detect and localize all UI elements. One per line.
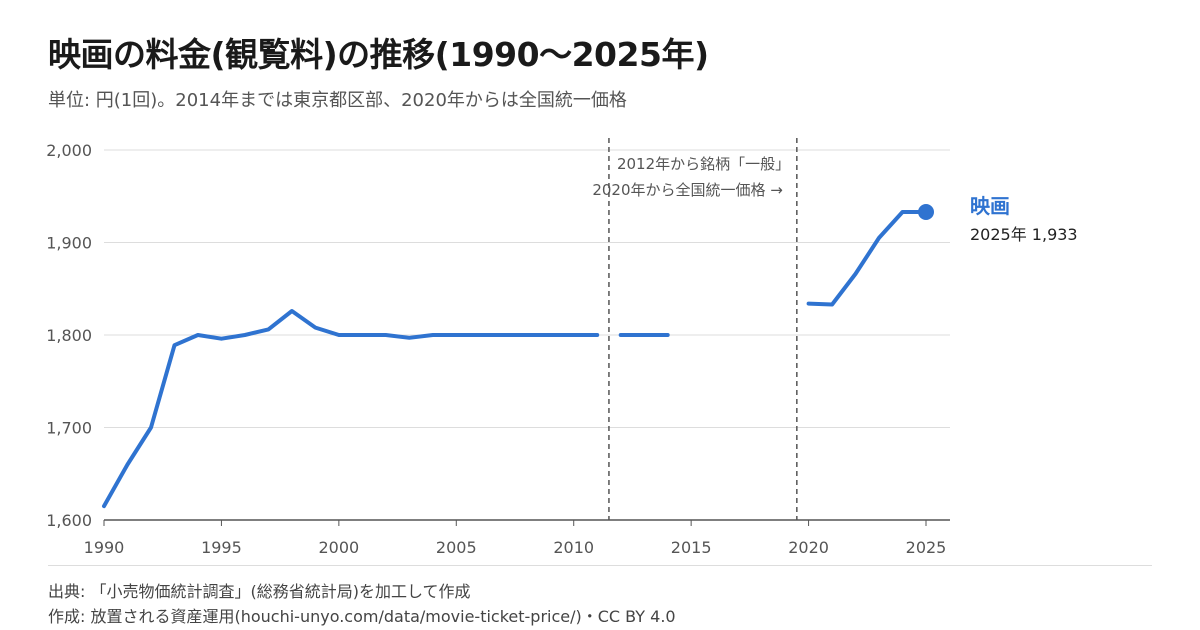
x-tick-label: 2025 <box>906 538 947 557</box>
series-lines <box>102 203 934 509</box>
line-chart: 2012年から銘柄「一般」2020年から全国統一価格 → 1,6001,7001… <box>46 138 1078 557</box>
chart-title: 映画の料金(観覧料)の推移(1990〜2025年) <box>48 35 709 74</box>
series-line <box>806 210 928 307</box>
x-tick-label: 2005 <box>436 538 477 557</box>
annotations: 2012年から銘柄「一般」 2020年から全国統一価格 → <box>592 138 798 520</box>
y-tick-label: 1,600 <box>46 511 92 530</box>
chart-subtitle: 単位: 円(1回)。2014年までは東京都区部、2020年からは全国統一価格 <box>48 90 627 111</box>
x-tick-label: 2000 <box>318 538 359 557</box>
y-tick-label: 1,700 <box>46 419 92 438</box>
x-tick-label: 2020 <box>788 538 829 557</box>
series-end-point <box>918 203 934 220</box>
grid-lines <box>103 149 950 526</box>
y-tick-label: 1,800 <box>46 326 92 345</box>
x-tick-label: 2010 <box>553 538 594 557</box>
annotation-label: 2020年から全国統一価格 → <box>592 181 783 199</box>
labels: 1,600 1,700 1,800 1,900 2,000 1990 1995 2000 200… <box>46 141 1077 557</box>
x-tick-label: 1990 <box>84 538 125 557</box>
series-line <box>102 309 600 509</box>
x-tick-label: 2015 <box>671 538 712 557</box>
annotation-label: 2012年から銘柄「一般」 <box>617 155 790 173</box>
y-tick-label: 2,000 <box>46 141 92 160</box>
x-tick-label: 1995 <box>201 538 242 557</box>
y-tick-label: 1,900 <box>46 234 92 253</box>
footer-divider <box>48 565 1152 566</box>
series-end-value-label: 2025年 1,933 <box>970 225 1078 244</box>
credit-note: 作成: 放置される資産運用(houchi-unyo.com/data/movie… <box>48 607 676 626</box>
series-name-label: 映画 <box>970 194 1010 218</box>
source-note: 出典: 「小売物価統計調査」(総務省統計局)を加工して作成 <box>48 582 471 601</box>
